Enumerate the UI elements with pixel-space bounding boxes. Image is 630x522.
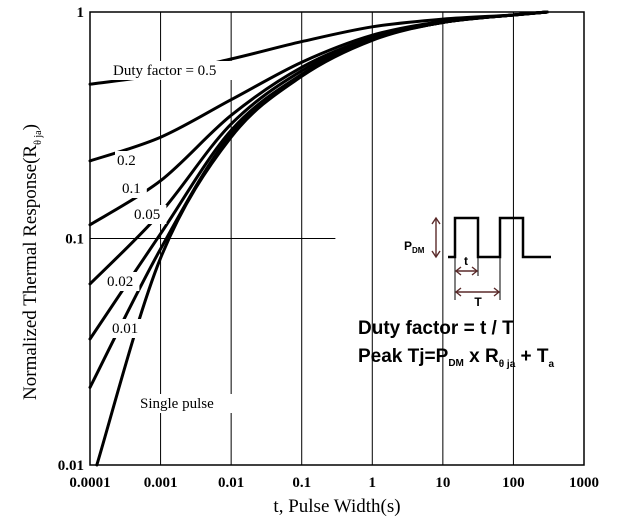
pulse-waveform-inset: PDM t T Duty factor = t / T Peak Tj=PDM … [358,216,555,370]
x-tick-label: 0.0001 [69,475,110,491]
plot-frame [89,11,585,466]
y-axis-title: Normalized Thermal Response(Rθ ja) [20,124,44,400]
pdm-label: PDM [404,239,425,255]
curve-label-bg [105,272,140,291]
curve-label: 0.2 [117,153,136,169]
x-tick-label: 1 [369,475,377,491]
curve-label: 0.01 [112,321,138,337]
x-tick-label: 0.1 [292,475,311,491]
series-line-2 [88,10,549,227]
x-tick-label: 100 [502,475,525,491]
curve-label-bg [115,151,142,170]
pdm-arrow-heads [431,216,441,259]
curve-label-bg [111,61,245,80]
x-tick-label: 0.01 [218,475,244,491]
tick-labels: 0.0001 0.001 0.01 0.1 1 10 100 1000 0.01 0.1 1 [58,5,599,491]
curve-label: 0.05 [134,207,160,223]
grid [89,12,585,465]
y-tick-label: 1 [77,5,85,21]
curve-labels: Duty factor = 0.5 0.2 0.1 0.05 0.02 0.01 Singl… [105,61,245,413]
y-tick-label: 0.01 [58,458,84,474]
pulse-waveform [448,216,551,259]
curve-label: 0.02 [107,274,133,290]
series-line-6 [95,10,549,467]
series-line-1 [88,10,549,163]
duty-factor-formula: Duty factor = t / T [358,318,514,339]
curve-label: Single pulse [140,396,214,412]
curve-label-bg [120,179,147,198]
x-tick-label: 10 [435,475,450,491]
x-tick-label: 0.001 [144,475,178,491]
curves [88,10,549,467]
x-tick-label: 1000 [569,475,599,491]
curve-label-bg [132,205,167,224]
T-label: T [474,295,482,309]
x-axis-title: t, Pulse Width(s) [273,496,400,517]
t-label: t [464,254,468,268]
curve-label-bg [110,319,145,338]
y-tick-label: 0.1 [65,232,84,248]
t-arrow-heads [454,266,479,276]
T-arrow-heads [454,287,501,297]
curve-label-bg [138,394,234,413]
curve-label: Duty factor = 0.5 [113,63,216,79]
peak-tj-formula: Peak Tj=PDM x Rθ ja + Ta [358,346,555,370]
curve-label: 0.1 [122,181,141,197]
